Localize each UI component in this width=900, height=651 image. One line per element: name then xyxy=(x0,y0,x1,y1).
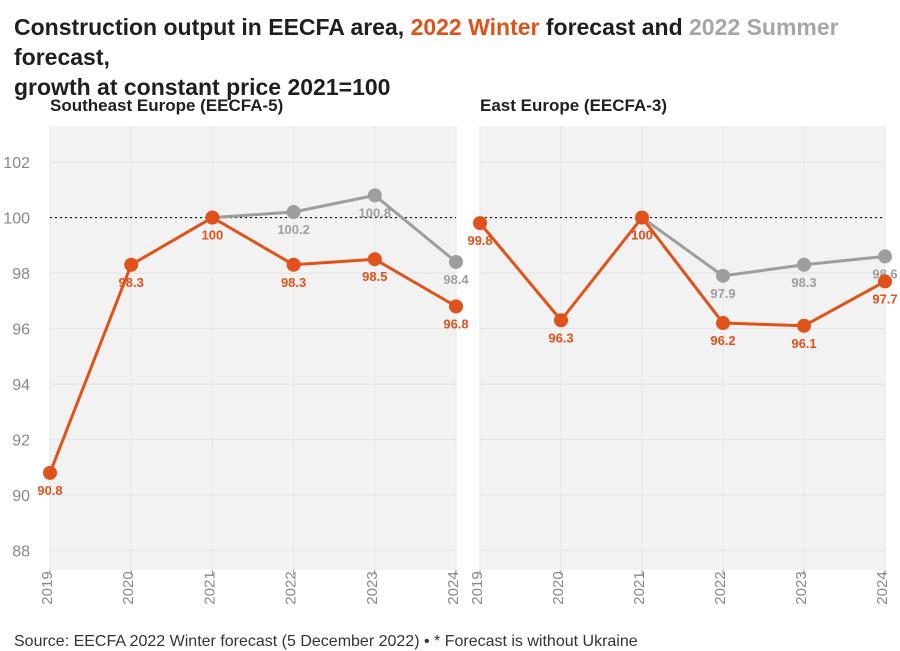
data-point-summer xyxy=(286,205,301,220)
x-tick-label: 2020 xyxy=(120,571,137,604)
title-part1: Construction output in EECFA area, xyxy=(14,14,411,40)
data-label-winter: 100 xyxy=(631,228,653,243)
data-point-summer xyxy=(716,268,730,283)
data-label-winter: 97.7 xyxy=(872,291,897,306)
data-point-summer xyxy=(367,188,382,203)
panel-title-southeast: Southeast Europe (EECFA-5) xyxy=(50,96,284,115)
data-point-winter xyxy=(716,316,730,331)
x-tick-label: 2024 xyxy=(874,571,891,604)
title-part3: forecast, xyxy=(14,44,110,70)
x-tick-label: 2020 xyxy=(550,571,567,604)
x-tick-label: 2019 xyxy=(469,571,486,604)
y-tick-label: 98 xyxy=(12,266,30,283)
y-tick-label: 92 xyxy=(12,433,30,450)
x-tick-label: 2023 xyxy=(793,571,810,604)
y-tick-label: 90 xyxy=(12,488,30,505)
data-label-summer: 100.8 xyxy=(359,205,392,220)
data-label-winter: 96.3 xyxy=(548,330,573,345)
data-point-winter xyxy=(205,210,220,225)
data-label-winter: 90.8 xyxy=(37,483,62,498)
y-tick-label: 96 xyxy=(12,322,30,339)
data-point-winter xyxy=(635,210,649,225)
title-part2: forecast and xyxy=(539,14,690,40)
data-label-winter: 98.3 xyxy=(281,275,306,290)
data-label-winter: 100 xyxy=(202,228,224,243)
y-tick-label: 102 xyxy=(3,155,30,172)
data-point-winter xyxy=(473,216,487,231)
data-label-winter: 99.8 xyxy=(467,233,492,248)
data-point-winter xyxy=(43,465,57,480)
title-summer-label: 2022 Summer xyxy=(689,14,839,40)
plot-background xyxy=(480,126,885,570)
data-label-summer: 98.3 xyxy=(791,275,816,290)
data-point-winter xyxy=(124,257,139,272)
data-label-summer: 97.9 xyxy=(710,286,735,301)
data-label-winter: 96.1 xyxy=(791,336,816,351)
x-tick-label: 2019 xyxy=(39,571,56,604)
data-point-summer xyxy=(797,257,811,272)
y-tick-label: 100 xyxy=(3,211,30,228)
data-point-winter xyxy=(449,299,463,314)
series-line-winter xyxy=(478,216,886,328)
x-tick-label: 2023 xyxy=(364,571,381,604)
x-tick-label: 2022 xyxy=(712,571,729,604)
series-line-summer xyxy=(641,216,886,278)
y-tick-label: 94 xyxy=(12,377,30,394)
data-label-summer: 98.6 xyxy=(872,266,897,281)
data-label-winter: 98.3 xyxy=(119,275,144,290)
series-line-summer xyxy=(212,193,457,264)
data-point-winter xyxy=(554,313,568,328)
data-point-summer xyxy=(878,249,892,264)
series-line-winter xyxy=(48,216,457,474)
data-label-winter: 96.2 xyxy=(710,333,735,348)
data-point-winter xyxy=(878,274,892,289)
data-point-winter xyxy=(367,252,382,267)
panel-title-east: East Europe (EECFA-3) xyxy=(480,96,668,115)
data-label-summer: 100.2 xyxy=(277,222,310,237)
title-line2: growth at constant price 2021=100 xyxy=(14,74,391,100)
plot-background xyxy=(50,126,456,570)
chart-title: Construction output in EECFA area, 2022 … xyxy=(14,12,894,102)
data-point-summer xyxy=(449,254,463,269)
y-tick-label: 88 xyxy=(12,544,30,561)
x-tick-label: 2024 xyxy=(445,571,462,604)
title-winter-label: 2022 Winter xyxy=(410,14,540,40)
x-tick-label: 2021 xyxy=(631,571,648,604)
data-label-winter: 96.8 xyxy=(443,316,468,331)
x-tick-label: 2022 xyxy=(283,571,300,604)
data-label-winter: 98.5 xyxy=(362,269,387,284)
x-tick-label: 2021 xyxy=(201,571,218,604)
source-note: Source: EECFA 2022 Winter forecast (5 De… xyxy=(14,633,638,650)
data-label-summer: 98.4 xyxy=(443,272,469,287)
data-point-winter xyxy=(797,318,811,333)
data-point-winter xyxy=(286,257,301,272)
